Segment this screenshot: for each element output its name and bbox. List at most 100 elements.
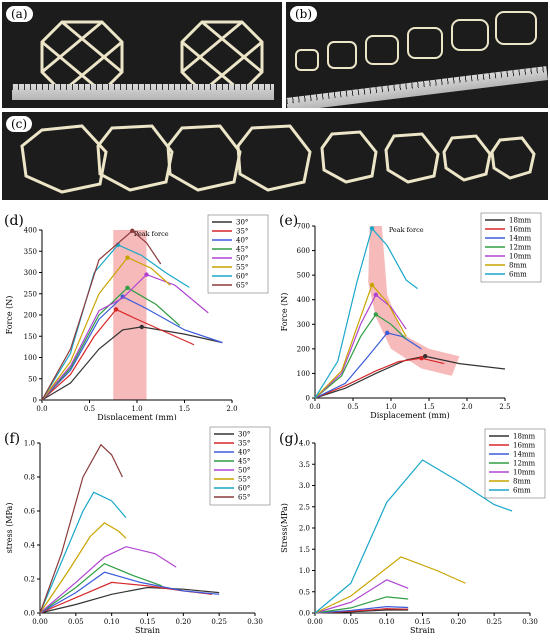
peak-point	[144, 272, 149, 277]
y-tick-label: 0	[33, 397, 37, 405]
y-tick-label: 700	[297, 223, 310, 231]
legend-entry: 8mm	[513, 478, 531, 486]
y-tick-label: 300	[297, 321, 310, 329]
photo-label: (a)	[6, 6, 33, 22]
x-tick-label: 2.5	[499, 403, 510, 411]
chart-f: (f) 0.00 0.05 0.10 0.15 0.20 0.25 0.30 0.0 0.2 0.4…	[4, 426, 271, 635]
legend-entry: 30°	[238, 431, 250, 439]
panel-label: (f)	[4, 431, 20, 447]
x-tick-label: 0.0	[309, 403, 320, 411]
y-tick-label: 600	[297, 247, 310, 255]
legend-entry: 35°	[238, 440, 250, 448]
legend-entry: 45°	[236, 246, 248, 254]
x-tick-label: 0.25	[211, 618, 227, 626]
y-axis-label: Stress(MPa)	[280, 503, 289, 553]
x-axis-label: Displacement (mm)	[370, 411, 449, 420]
series-line	[41, 230, 162, 401]
x-axis-label: Displacement (mm)	[97, 413, 176, 420]
x-tick-label: 0.00	[307, 618, 323, 626]
panel-d: (d) 0.0 0.5 1.0 1.5 2.0 0 50 100 150 200 250 300 350 4…	[0, 205, 275, 422]
legend-entry: 30°	[236, 219, 248, 227]
legend-entry: 8mm	[509, 262, 527, 270]
legend-box	[207, 214, 269, 294]
lattice-photo-b	[295, 11, 537, 71]
photo-c: (c)	[2, 112, 548, 200]
x-tick-label: 0.05	[68, 618, 84, 626]
y-tick-label: 0.8	[24, 474, 35, 482]
chart-d: (d) 0.0 0.5 1.0 1.5 2.0 0 50 100 150 200 250 300 350 4…	[4, 213, 269, 422]
series-line	[41, 326, 223, 401]
series-line	[41, 256, 171, 401]
y-tick-label: 2.5	[299, 503, 310, 511]
photo-b: (b)	[286, 2, 548, 108]
x-tick-label: 0.05	[343, 618, 359, 626]
peak-point	[125, 285, 130, 290]
series-line	[39, 522, 127, 614]
y-tick-label: 3.5	[299, 461, 310, 469]
x-tick-label: 1.5	[179, 405, 190, 413]
x-tick-label: 0.10	[379, 618, 395, 626]
series-line	[39, 443, 123, 614]
legend-entry: 40°	[238, 449, 250, 457]
y-tick-label: 0.0	[24, 610, 35, 618]
x-axis-label: Strain	[135, 626, 160, 635]
legend-entry: 14mm	[509, 235, 532, 243]
x-tick-label: 2.0	[226, 405, 237, 413]
legend-entry: 18mm	[509, 217, 532, 225]
x-tick-label: 0.15	[415, 618, 431, 626]
peak-force-annotation: Peak force	[134, 230, 169, 238]
legend-entry: 10mm	[509, 253, 532, 261]
series-line	[314, 293, 407, 399]
y-axis-label: Force (N)	[280, 293, 289, 332]
x-axis-label: Strain	[410, 626, 435, 635]
y-tick-label: 200	[297, 345, 310, 353]
x-tick-label: 0.5	[84, 405, 95, 413]
series-line	[314, 357, 445, 399]
y-tick-label: 0.5	[299, 588, 310, 596]
series-line	[41, 287, 181, 401]
panel-label: (e)	[279, 213, 298, 229]
y-tick-label: 100	[24, 354, 37, 362]
panel-e: (e) 0.0 0.5 1.0 1.5 2.0 2.5 0 100 200 300 400 500 600…	[275, 205, 550, 420]
y-tick-label: 250	[24, 290, 37, 298]
y-tick-label: 1.5	[299, 546, 310, 554]
legend-entry: 55°	[236, 264, 248, 272]
peak-point	[373, 292, 378, 297]
legend-entry: 65°	[236, 282, 248, 290]
y-tick-label: 0.2	[24, 576, 35, 584]
x-tick-label: 0.5	[347, 403, 358, 411]
legend-entry: 60°	[236, 273, 248, 281]
legend-box	[209, 426, 271, 506]
panel-f: (f) 0.00 0.05 0.10 0.15 0.20 0.25 0.30 0.0 0.2 0.4…	[0, 423, 275, 638]
y-tick-label: 4.0	[299, 440, 310, 448]
photo-label: (c)	[6, 116, 33, 132]
x-tick-label: 1.0	[385, 403, 396, 411]
series-line	[314, 355, 506, 399]
legend-entry: 60°	[238, 485, 250, 493]
x-tick-label: 0.15	[140, 618, 156, 626]
y-axis-label: Force (N)	[5, 296, 14, 335]
panel-label: (g)	[279, 431, 299, 447]
lattice-photo-c	[20, 124, 536, 194]
peak-point	[120, 294, 125, 299]
y-tick-label: 2.0	[299, 525, 310, 533]
y-tick-label: 0.6	[24, 508, 36, 516]
ruler	[12, 84, 274, 100]
peak-point	[369, 282, 375, 288]
y-tick-label: 350	[24, 248, 37, 256]
photo-label: (b)	[290, 6, 318, 22]
series-line	[314, 596, 409, 614]
y-tick-label: 400	[24, 227, 37, 235]
series-line	[314, 556, 466, 614]
x-tick-label: 0.20	[176, 618, 192, 626]
y-tick-label: 0	[306, 395, 310, 403]
chart-e: (e) 0.0 0.5 1.0 1.5 2.0 2.5 0 100 200 300 400 500 600…	[279, 212, 542, 420]
legend-entry: 16mm	[513, 442, 536, 450]
y-tick-label: 100	[297, 370, 310, 378]
series-line	[314, 606, 409, 614]
x-tick-label: 0.00	[32, 618, 48, 626]
legend-entry: 6mm	[513, 487, 531, 495]
legend-entry: 12mm	[513, 460, 536, 468]
chart-g: (g) 0.00 0.05 0.10 0.15 0.20 0.25 0.30 0.0 0.5 1.0…	[279, 428, 546, 635]
legend-entry: 10mm	[513, 469, 536, 477]
